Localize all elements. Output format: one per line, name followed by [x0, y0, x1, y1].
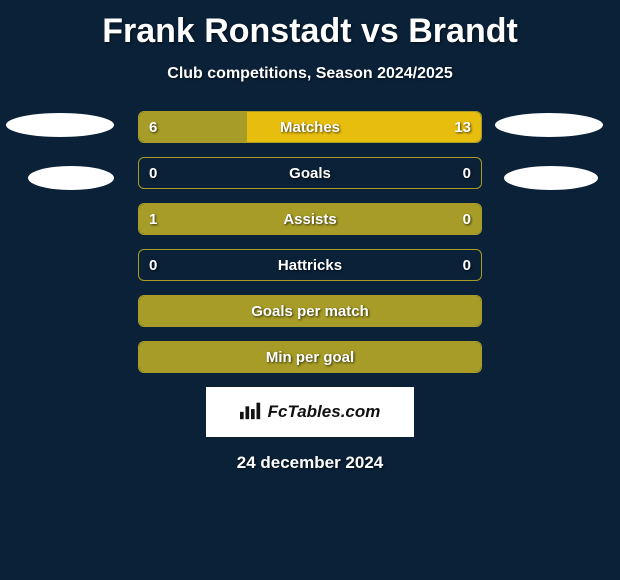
stat-value-left: 0	[149, 250, 157, 280]
stat-value-right: 0	[463, 204, 471, 234]
chart-area: Matches613Goals00Assists10Hattricks00Goa…	[0, 111, 620, 373]
stat-label: Min per goal	[139, 342, 481, 372]
stat-value-right: 0	[463, 250, 471, 280]
stat-row: Hattricks0 0	[138, 249, 482, 281]
stat-label: Assists	[139, 204, 481, 234]
fctables-badge[interactable]: FcTables.com	[206, 387, 414, 437]
stat-label: Hattricks	[139, 250, 481, 280]
stat-label: Matches	[139, 112, 481, 142]
stat-value-right: 13	[454, 112, 471, 142]
stat-label: Goals per match	[139, 296, 481, 326]
stats-rows: Matches613Goals00Assists10Hattricks00Goa…	[138, 111, 482, 373]
bar-chart-icon	[240, 400, 262, 425]
avatar-placeholder	[495, 113, 603, 137]
stat-row: Min per goal	[138, 341, 482, 373]
stat-row: Goals0 0	[138, 157, 482, 189]
stat-value-right: 0	[463, 158, 471, 188]
stat-label: Goals	[139, 158, 481, 188]
avatar-placeholder	[28, 166, 114, 190]
avatar-placeholder	[6, 113, 114, 137]
stat-value-left: 6	[149, 112, 157, 142]
avatar-placeholder	[504, 166, 598, 190]
page-title: Frank Ronstadt vs Brandt	[0, 0, 620, 51]
date-text: 24 december 2024	[0, 453, 620, 473]
stat-row: Matches6 13	[138, 111, 482, 143]
stat-value-left: 1	[149, 204, 157, 234]
stat-row: Assists1 0	[138, 203, 482, 235]
stat-row: Goals per match	[138, 295, 482, 327]
stat-value-left: 0	[149, 158, 157, 188]
page-subtitle: Club competitions, Season 2024/2025	[0, 65, 620, 83]
badge-text: FcTables.com	[268, 402, 381, 422]
